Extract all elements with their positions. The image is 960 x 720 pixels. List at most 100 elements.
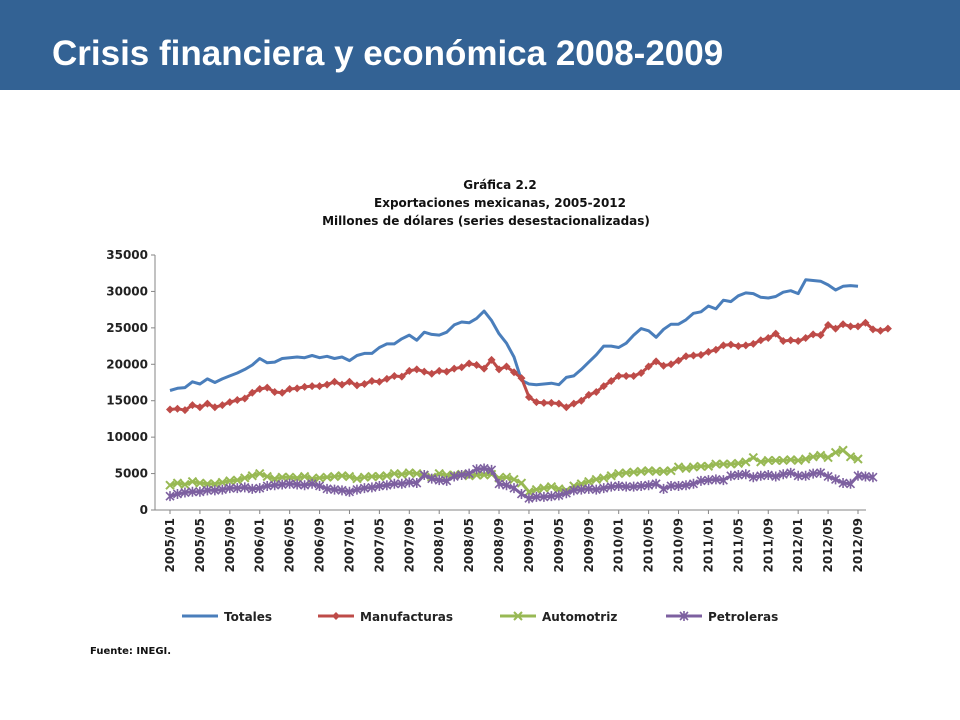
- data-point-petroleras: [644, 480, 654, 491]
- data-point-automotriz: [539, 483, 549, 493]
- data-point-automotriz: [823, 452, 833, 463]
- data-point-petroleras: [389, 478, 399, 489]
- data-point-automotriz: [180, 479, 190, 490]
- x-tick-label: 2012/05: [821, 518, 835, 572]
- legend-marker-petroleras: [679, 611, 689, 621]
- data-point-automotriz: [352, 473, 362, 484]
- data-point-automotriz: [599, 473, 609, 483]
- data-point-petroleras: [771, 471, 781, 482]
- x-tick-label: 2011/01: [701, 518, 715, 572]
- y-tick-label: 20000: [106, 357, 148, 371]
- data-point-petroleras: [688, 478, 699, 489]
- data-point-automotriz: [718, 459, 729, 469]
- data-point-automotriz: [651, 466, 661, 477]
- data-point-manufacturas: [263, 383, 272, 392]
- data-point-manufacturas: [652, 357, 661, 366]
- data-point-petroleras: [786, 467, 796, 478]
- x-tick-label: 2009/01: [522, 518, 536, 572]
- data-point-automotriz: [187, 476, 198, 487]
- data-point-manufacturas: [352, 381, 361, 390]
- data-point-petroleras: [666, 480, 676, 491]
- data-point-petroleras: [397, 478, 407, 489]
- data-point-manufacturas: [734, 342, 743, 351]
- data-point-petroleras: [314, 480, 325, 491]
- x-tick-label: 2008/01: [432, 518, 446, 572]
- data-point-petroleras: [801, 470, 811, 481]
- data-point-manufacturas: [293, 384, 302, 393]
- data-point-automotriz: [838, 445, 848, 455]
- x-tick-label: 2012/01: [791, 518, 805, 572]
- x-tick-label: 2009/05: [552, 518, 566, 572]
- data-point-automotriz: [546, 481, 557, 492]
- data-point-petroleras: [427, 473, 437, 484]
- data-point-petroleras: [860, 471, 871, 482]
- data-point-manufacturas: [367, 377, 376, 386]
- data-point-petroleras: [756, 470, 766, 481]
- data-point-automotriz: [225, 476, 235, 486]
- data-point-manufacturas: [584, 390, 593, 399]
- data-point-manufacturas: [345, 377, 354, 386]
- data-point-petroleras: [210, 485, 220, 496]
- data-point-petroleras: [225, 483, 235, 494]
- y-tick-label: 0: [140, 503, 148, 517]
- x-tick-label: 2008/05: [462, 518, 476, 572]
- data-point-manufacturas: [323, 380, 332, 389]
- data-point-automotriz: [643, 465, 654, 476]
- data-point-petroleras: [546, 491, 556, 502]
- data-point-manufacturas: [554, 399, 563, 408]
- data-point-petroleras: [830, 474, 841, 485]
- data-point-automotriz: [741, 457, 751, 467]
- data-point-manufacturas: [532, 398, 541, 407]
- data-point-petroleras: [449, 471, 459, 482]
- data-point-manufacturas: [465, 359, 474, 368]
- data-point-automotriz: [763, 455, 773, 466]
- data-point-manufacturas: [689, 351, 698, 360]
- data-point-manufacturas: [726, 340, 735, 349]
- data-point-petroleras: [457, 470, 467, 481]
- x-tick-label: 2010/09: [672, 518, 686, 572]
- data-point-automotriz: [195, 478, 205, 488]
- data-point-automotriz: [756, 457, 766, 467]
- data-point-manufacturas: [854, 322, 862, 331]
- data-point-automotriz: [696, 461, 706, 471]
- data-point-automotriz: [382, 471, 392, 481]
- data-point-petroleras: [494, 478, 504, 489]
- data-point-manufacturas: [390, 371, 399, 380]
- data-point-manufacturas: [607, 377, 616, 386]
- y-tick-label: 35000: [106, 248, 148, 262]
- data-point-automotriz: [681, 463, 691, 474]
- chart-title: Gráfica 2.2: [463, 178, 537, 192]
- data-point-manufacturas: [771, 329, 780, 338]
- data-point-automotriz: [711, 459, 721, 469]
- data-point-automotriz: [314, 473, 325, 483]
- legend-label-manufacturas: Manufacturas: [360, 610, 453, 624]
- x-tick-label: 2007/09: [402, 518, 416, 572]
- data-point-automotriz: [636, 466, 646, 477]
- data-point-automotriz: [434, 468, 444, 479]
- data-point-automotriz: [830, 447, 841, 458]
- data-point-manufacturas: [816, 331, 825, 340]
- data-point-manufacturas: [427, 369, 436, 378]
- data-point-manufacturas: [599, 382, 608, 391]
- data-point-petroleras: [165, 491, 175, 502]
- series-line-totales: [169, 278, 859, 392]
- title-bar: Crisis financiera y económica 2008-2009: [0, 0, 960, 90]
- data-point-automotriz: [269, 473, 280, 484]
- data-point-automotriz: [232, 475, 243, 485]
- x-tick-label: 2011/05: [731, 518, 745, 572]
- y-tick-label: 25000: [106, 321, 148, 335]
- data-point-manufacturas: [270, 387, 279, 396]
- data-point-petroleras: [599, 483, 609, 494]
- data-point-manufacturas: [831, 324, 840, 333]
- data-point-petroleras: [382, 480, 392, 491]
- data-point-manufacturas: [255, 385, 264, 394]
- data-point-manufacturas: [338, 380, 346, 389]
- data-point-automotriz: [255, 468, 265, 479]
- x-tick-label: 2005/09: [223, 518, 237, 572]
- x-tick-label: 2012/09: [851, 518, 865, 572]
- data-point-manufacturas: [719, 341, 728, 350]
- data-point-manufacturas: [397, 372, 406, 381]
- data-point-petroleras: [793, 470, 803, 481]
- data-point-automotriz: [210, 479, 220, 489]
